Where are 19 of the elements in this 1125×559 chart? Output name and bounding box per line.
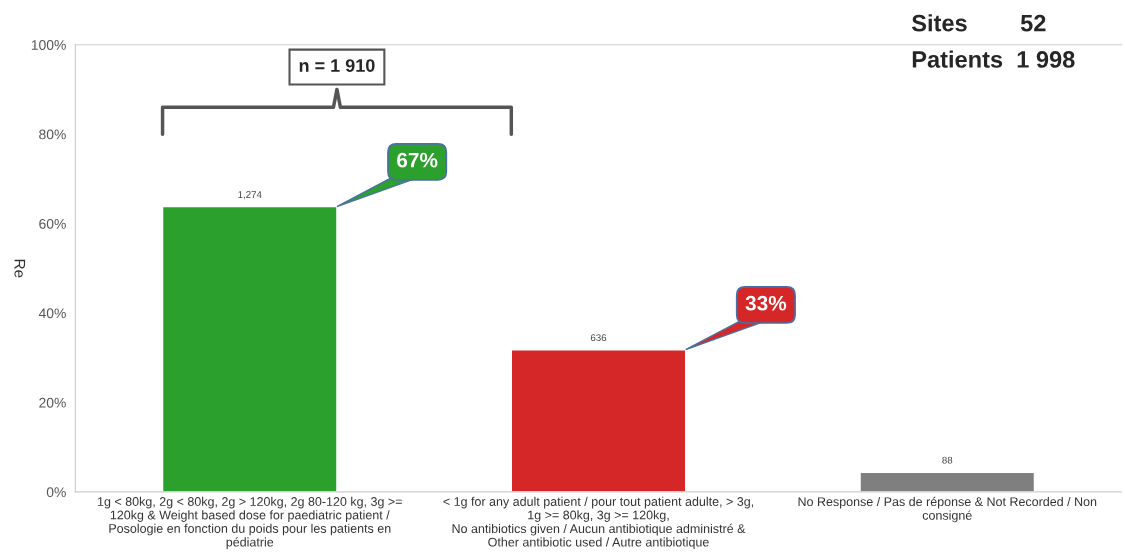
annotation: n = 1 910 <box>299 59 375 72</box>
annotation: 1,274 <box>238 191 262 200</box>
annotation: 88 <box>942 456 953 464</box>
y-tick-label: 40% <box>38 308 66 319</box>
x-tick-label: No Response / Pas de réponse & Not Recorded / Non consigné <box>798 496 1097 523</box>
y-tick-label: 80% <box>39 129 66 140</box>
y-tick-label: 20% <box>39 397 66 408</box>
annotation: 67% <box>397 152 438 168</box>
x-tick-label: 1g < 80kg, 2g < 80kg, 2g > 120kg, 2g 80-120 kg, 3g >= 120kg & Weight based dose for paediatric patient / Posologie en fonction du poids pour les patients en pédiatrie <box>97 496 402 549</box>
text: Sites 52 <box>911 14 1046 32</box>
annotation: Patients 1 998 <box>912 50 1075 68</box>
x-tick-label: < 1g for any adult patient / pour tout patient adulte, > 3g, 1g >= 80kg, 3g >= 120kg, No antibiotics given / Aucun antibiotique administré & Other antibiotic used / Autre antibiotique <box>443 496 754 549</box>
y-tick-label: 0% <box>46 487 66 498</box>
annotation: 33% <box>745 295 787 311</box>
bar <box>859 471 1036 492</box>
y-axis-title: Re <box>14 259 26 278</box>
y-tick-label: 100% <box>31 40 66 50</box>
annotation: 636 <box>590 334 607 342</box>
y-tick-label: 60% <box>39 218 66 229</box>
